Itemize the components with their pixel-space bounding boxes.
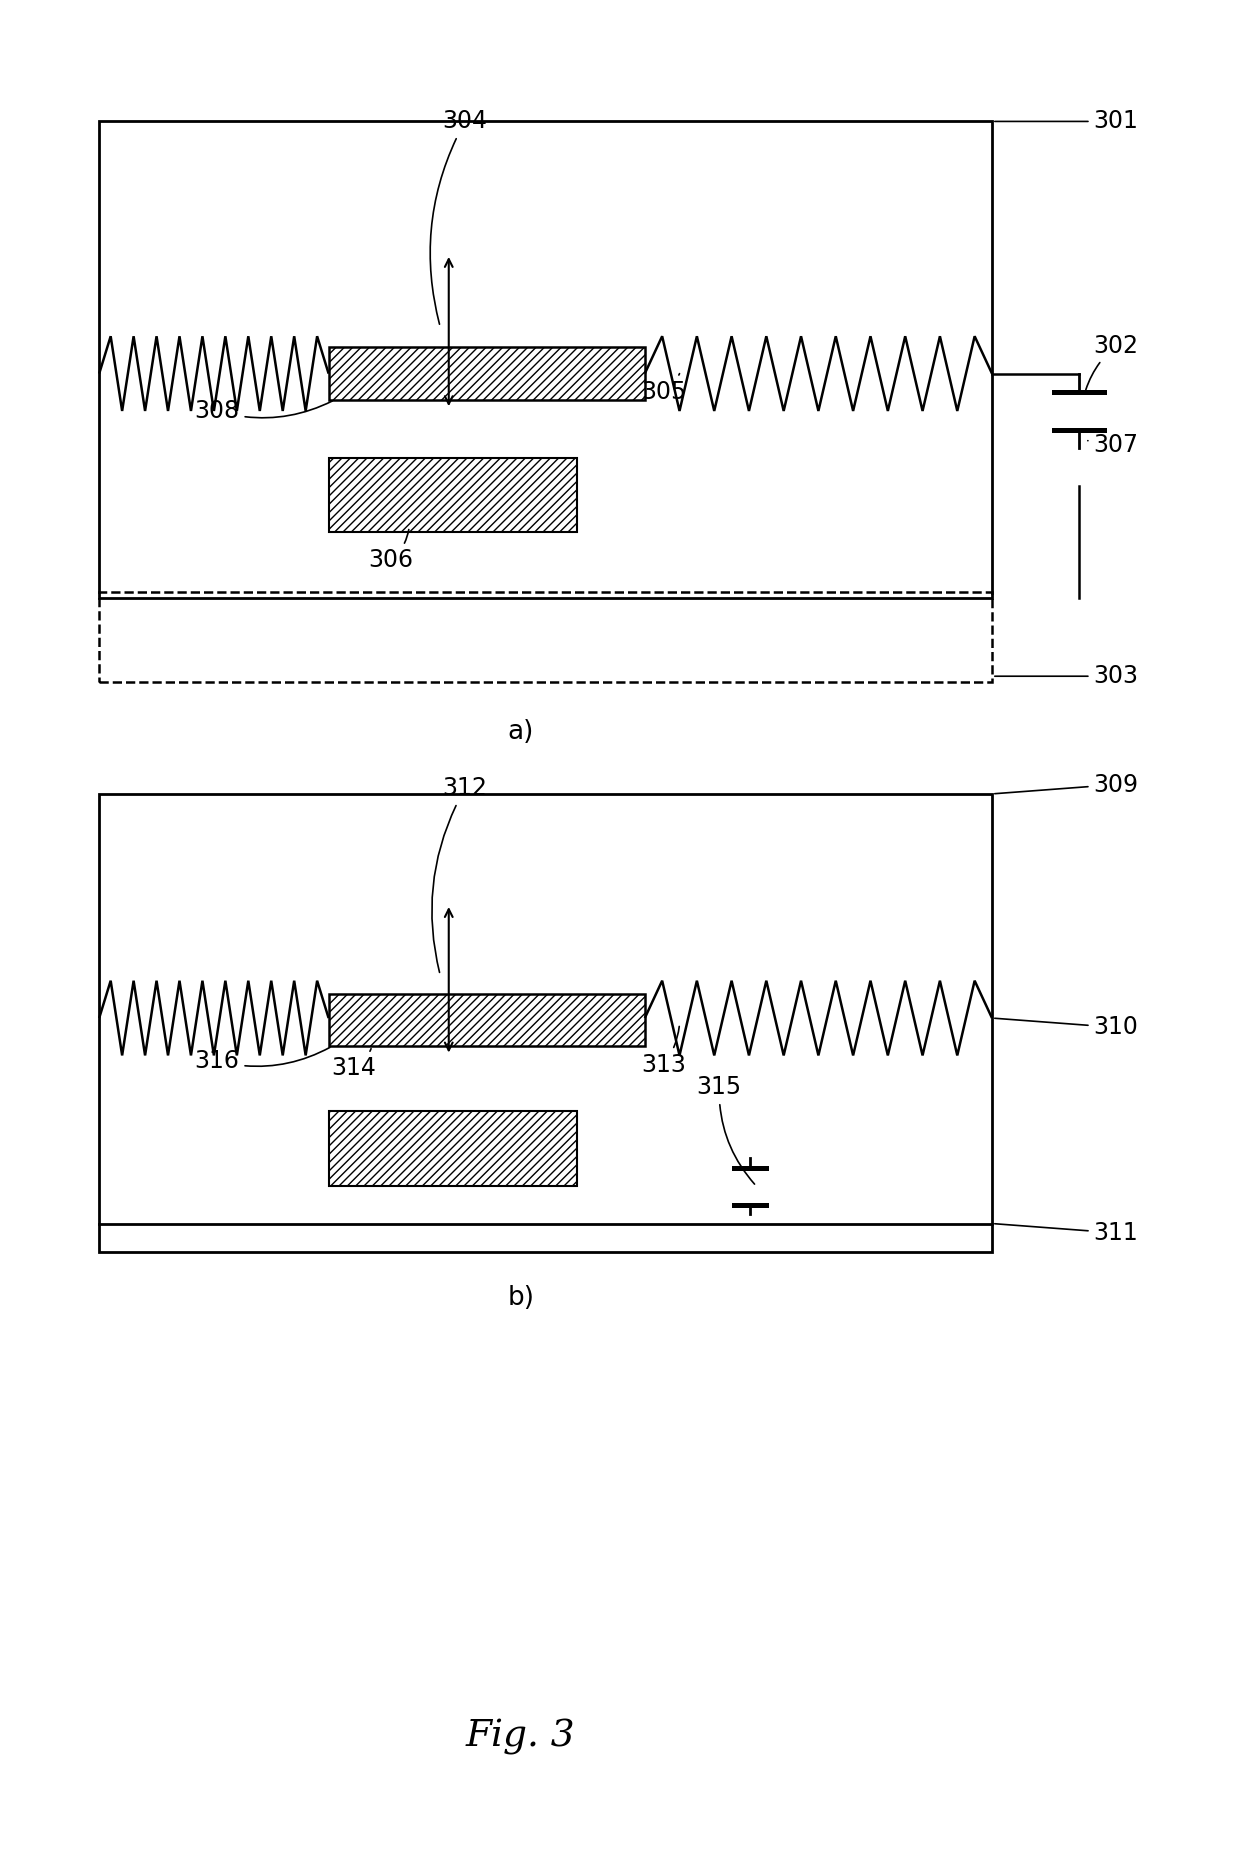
Bar bbox=[99, 592, 992, 682]
Bar bbox=[99, 121, 992, 598]
Text: 310: 310 bbox=[994, 1016, 1138, 1039]
Text: 305: 305 bbox=[641, 374, 686, 403]
Text: 316: 316 bbox=[195, 1048, 330, 1072]
Text: b): b) bbox=[507, 1285, 534, 1311]
Text: 315: 315 bbox=[697, 1076, 755, 1184]
Text: 313: 313 bbox=[641, 1026, 686, 1076]
Text: 312: 312 bbox=[432, 777, 487, 973]
Text: 309: 309 bbox=[994, 773, 1138, 796]
Text: 303: 303 bbox=[994, 665, 1138, 687]
Text: 314: 314 bbox=[331, 1048, 376, 1080]
Bar bbox=[329, 347, 645, 400]
Text: 306: 306 bbox=[368, 529, 413, 572]
Bar bbox=[99, 794, 992, 1252]
Text: 301: 301 bbox=[994, 110, 1138, 133]
Text: 304: 304 bbox=[430, 110, 487, 325]
Bar bbox=[329, 994, 645, 1046]
Text: 307: 307 bbox=[1087, 433, 1138, 456]
Bar bbox=[329, 458, 577, 532]
Text: 308: 308 bbox=[195, 400, 332, 422]
Bar bbox=[329, 1111, 577, 1186]
Text: Fig. 3: Fig. 3 bbox=[466, 1719, 575, 1756]
Text: a): a) bbox=[507, 719, 534, 745]
Text: 302: 302 bbox=[1086, 334, 1138, 390]
Text: 311: 311 bbox=[994, 1222, 1138, 1244]
